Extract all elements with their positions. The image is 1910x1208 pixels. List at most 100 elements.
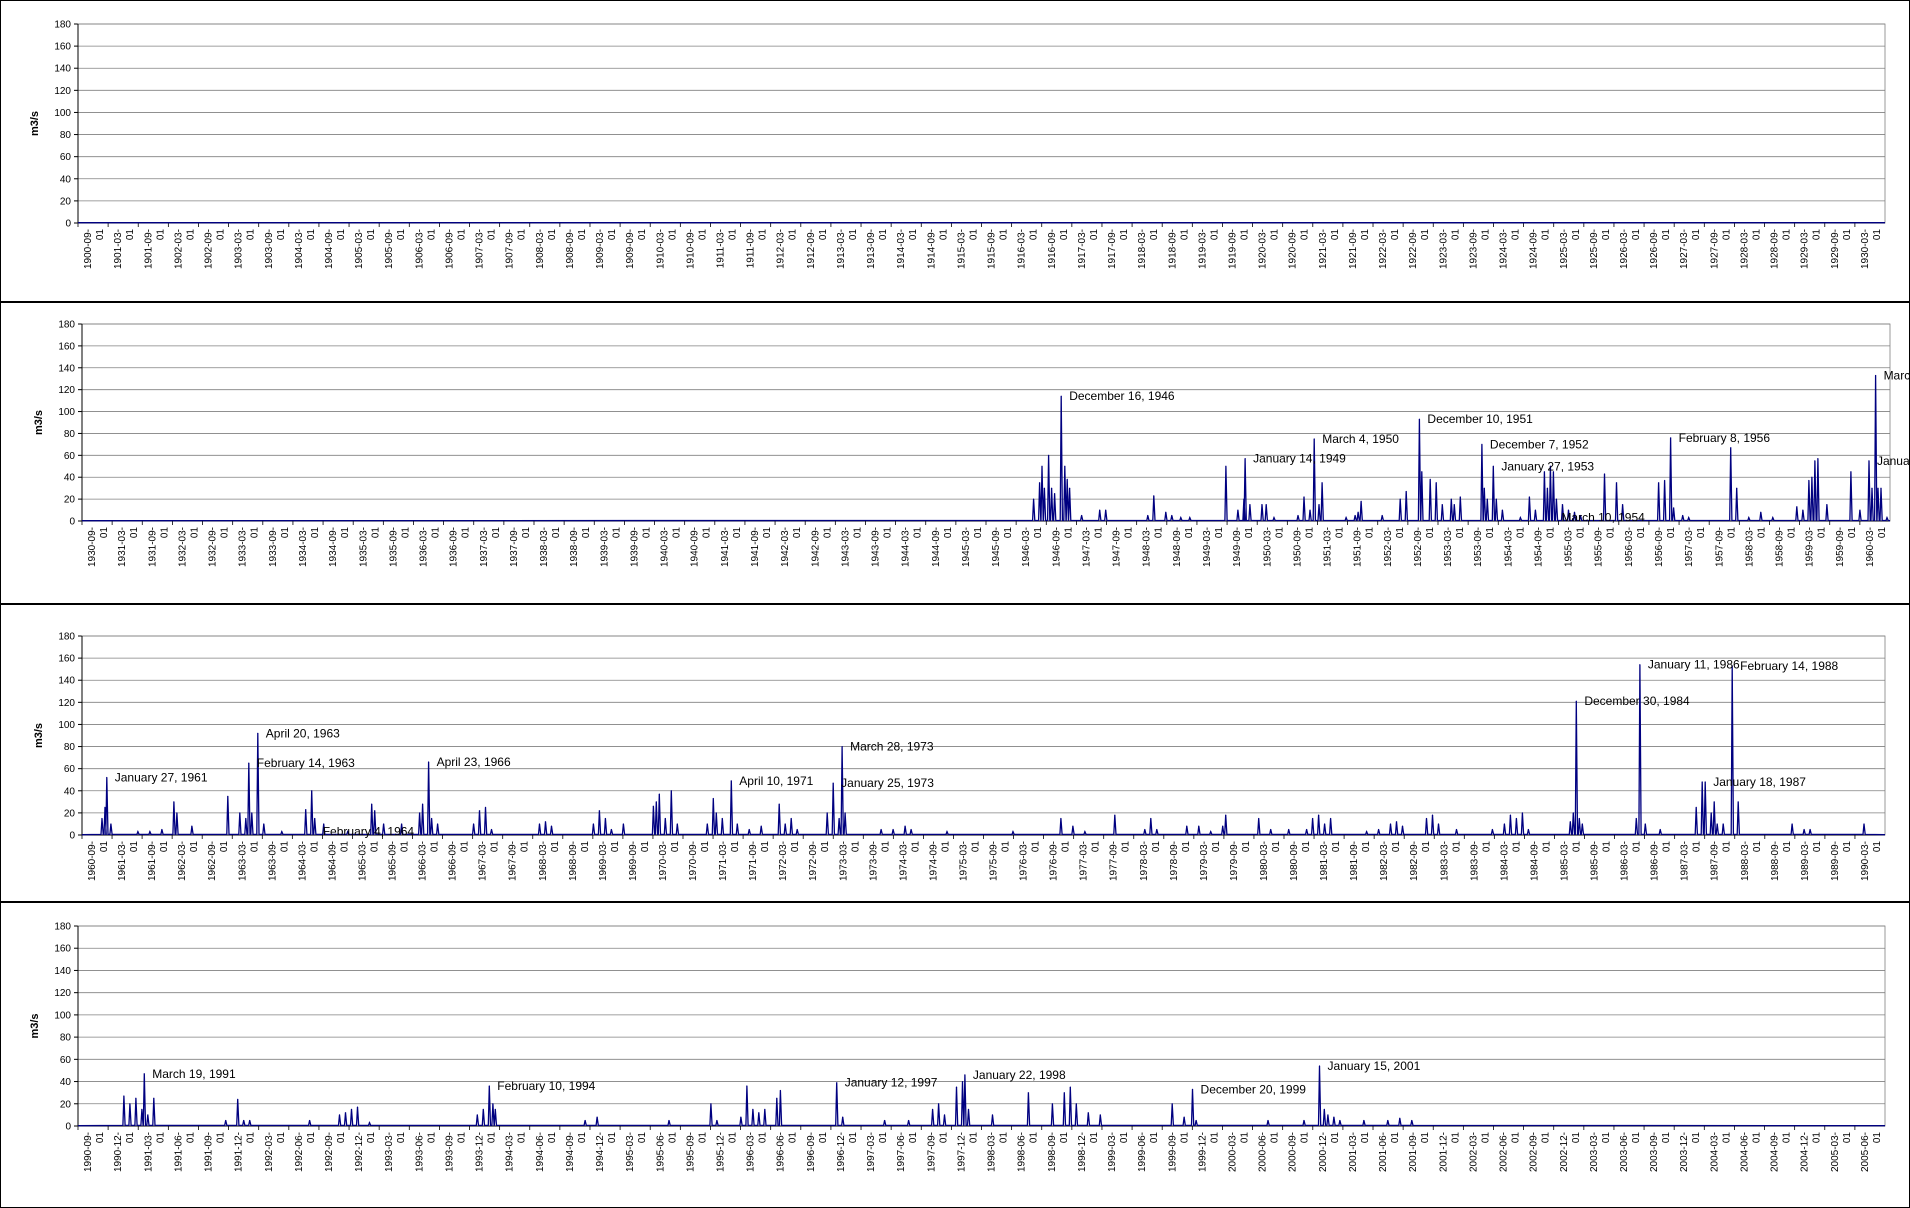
y-tick-label: 0 (65, 219, 71, 230)
x-tick-label: 1964-03-01 (297, 841, 320, 881)
y-tick-label: 100 (58, 720, 75, 731)
flow-peak-point (1165, 511, 1167, 513)
peak-annotation-label: December 20, 1999 (1201, 1082, 1307, 1096)
y-tick-label: 80 (64, 429, 76, 440)
flow-peak-point (1481, 443, 1483, 445)
x-tick-label: 1985-03-01 (1559, 841, 1582, 881)
x-tick-label: 1971-09-01 (748, 841, 771, 881)
flow-peak-point (249, 1119, 251, 1122)
x-tick-label: 1909-03-01 (595, 229, 618, 269)
x-tick-label: 1909-09-01 (625, 229, 648, 269)
flow-peak-point (237, 1098, 239, 1100)
flow-peak-point (1569, 821, 1571, 823)
plot-area-border (81, 323, 1891, 522)
flow-series-line (81, 664, 1886, 836)
flow-peak-point (1387, 1119, 1389, 1122)
flow-peak-point (257, 732, 259, 734)
flow-peak-point (1198, 825, 1200, 827)
x-tick-label: 1987-09-01 (1710, 841, 1733, 881)
flow-peak-point (1210, 831, 1212, 833)
flow-peak-point (1265, 503, 1267, 506)
flow-peak-point (1324, 823, 1326, 825)
flow-peak-point (488, 1085, 490, 1087)
flow-peak-point (374, 810, 376, 812)
flow-peak-point (490, 828, 493, 831)
flow-peak-point (1760, 511, 1762, 513)
flow-peak-point (1360, 500, 1362, 502)
flow-peak-point (1318, 814, 1320, 816)
x-tick-label: 1911-03-01 (716, 229, 739, 269)
flow-peak-point (1688, 517, 1690, 519)
flow-peak-point (1381, 514, 1383, 517)
flow-peak-point (1084, 831, 1086, 833)
flow-peak-point (137, 831, 139, 833)
x-tick-label: 1929-09-01 (1830, 229, 1853, 269)
flow-peak-point (1354, 514, 1356, 517)
flow-peak-point (706, 823, 708, 825)
flow-peak-point (427, 761, 430, 763)
flow-peak-point (1050, 487, 1053, 489)
flow-peak-point (1180, 517, 1182, 519)
flow-peak-point (1431, 814, 1434, 816)
x-tick-label: 1901-09-01 (143, 229, 166, 269)
x-tick-label: 1914-09-01 (926, 229, 949, 269)
flow-peak-point (991, 1114, 994, 1116)
x-tick-label: 1934-03-01 (298, 527, 321, 567)
flow-peak-point (592, 823, 595, 825)
flow-peak-point (436, 823, 439, 825)
peak-annotation-label: December 16, 1946 (1069, 389, 1175, 403)
x-tick-label: 1990-03-01 (1860, 841, 1883, 881)
peak-annotation-label: February 10, 1994 (497, 1079, 595, 1093)
y-tick-label: 120 (54, 988, 71, 999)
flow-peak-point (1682, 514, 1684, 517)
peak-annotation-label: March 10, 1954 (1561, 511, 1645, 525)
x-tick-label: 2004-03-01 (1709, 1132, 1732, 1172)
flow-peak-point (1567, 509, 1570, 511)
flow-peak-point (1365, 831, 1368, 833)
flow-peak-point (1425, 817, 1428, 820)
flow-peak-point (147, 1114, 149, 1116)
x-tick-label: 1978-09-01 (1169, 841, 1192, 881)
flow-peak-point (1803, 828, 1805, 831)
flow-peak-point (1561, 503, 1564, 506)
flow-peak-point (712, 797, 714, 800)
y-tick-label: 80 (64, 742, 76, 753)
flow-peak-point (368, 1122, 371, 1124)
peak-annotation-label: December 30, 1984 (1584, 694, 1690, 708)
flow-peak-point (1099, 509, 1101, 511)
chart-panel-3: 0 20 40 60 80 100 120 140 160 180 m3/s 1960-09-01 19… (0, 604, 1910, 902)
peak-annotation-label: February 4, 1964 (323, 825, 415, 839)
flow-peak-point (1323, 1108, 1325, 1110)
x-tick-label: 1917-03-01 (1077, 229, 1100, 269)
x-tick-label: 1998-12-01 (1077, 1132, 1100, 1172)
x-tick-label: 1995-12-01 (716, 1132, 739, 1172)
flow-peak-point (730, 780, 732, 782)
flow-peak-point (1575, 700, 1577, 702)
x-tick-label: 1903-03-01 (234, 229, 257, 269)
y-tick-label: 160 (54, 42, 71, 53)
flow-peak-point (826, 812, 828, 814)
flow-peak-point (141, 1108, 143, 1110)
flow-peak-point (1555, 498, 1558, 500)
flow-peak-point (1615, 482, 1618, 484)
flow-peak-point (176, 812, 178, 814)
y-tick-label: 100 (54, 108, 71, 119)
flow-peak-point (314, 817, 316, 820)
flow-peak-point (1534, 509, 1537, 511)
peak-annotation-label: January 11, 1986 (1648, 658, 1740, 672)
x-tick-label: 1938-09-01 (569, 527, 592, 567)
x-tick-label: 1969-03-01 (598, 841, 621, 881)
x-tick-label: 1968-09-01 (568, 841, 591, 881)
flow-peak-point (383, 823, 385, 825)
flow-peak-point (161, 828, 163, 831)
x-tick-label: 1924-09-01 (1529, 229, 1552, 269)
flow-peak-point (776, 1097, 778, 1099)
x-tick-label: 1935-03-01 (358, 527, 381, 567)
peak-annotation-label: March 28, 1973 (850, 740, 934, 754)
x-tick-label: 1933-09-01 (268, 527, 291, 567)
flow-peak-point (1695, 806, 1697, 808)
x-tick-label: 1973-03-01 (838, 841, 861, 881)
x-tick-label: 1966-09-01 (448, 841, 471, 881)
peak-annotation-label: January 18, 1987 (1713, 775, 1806, 789)
flow-peak-point (1772, 517, 1774, 519)
